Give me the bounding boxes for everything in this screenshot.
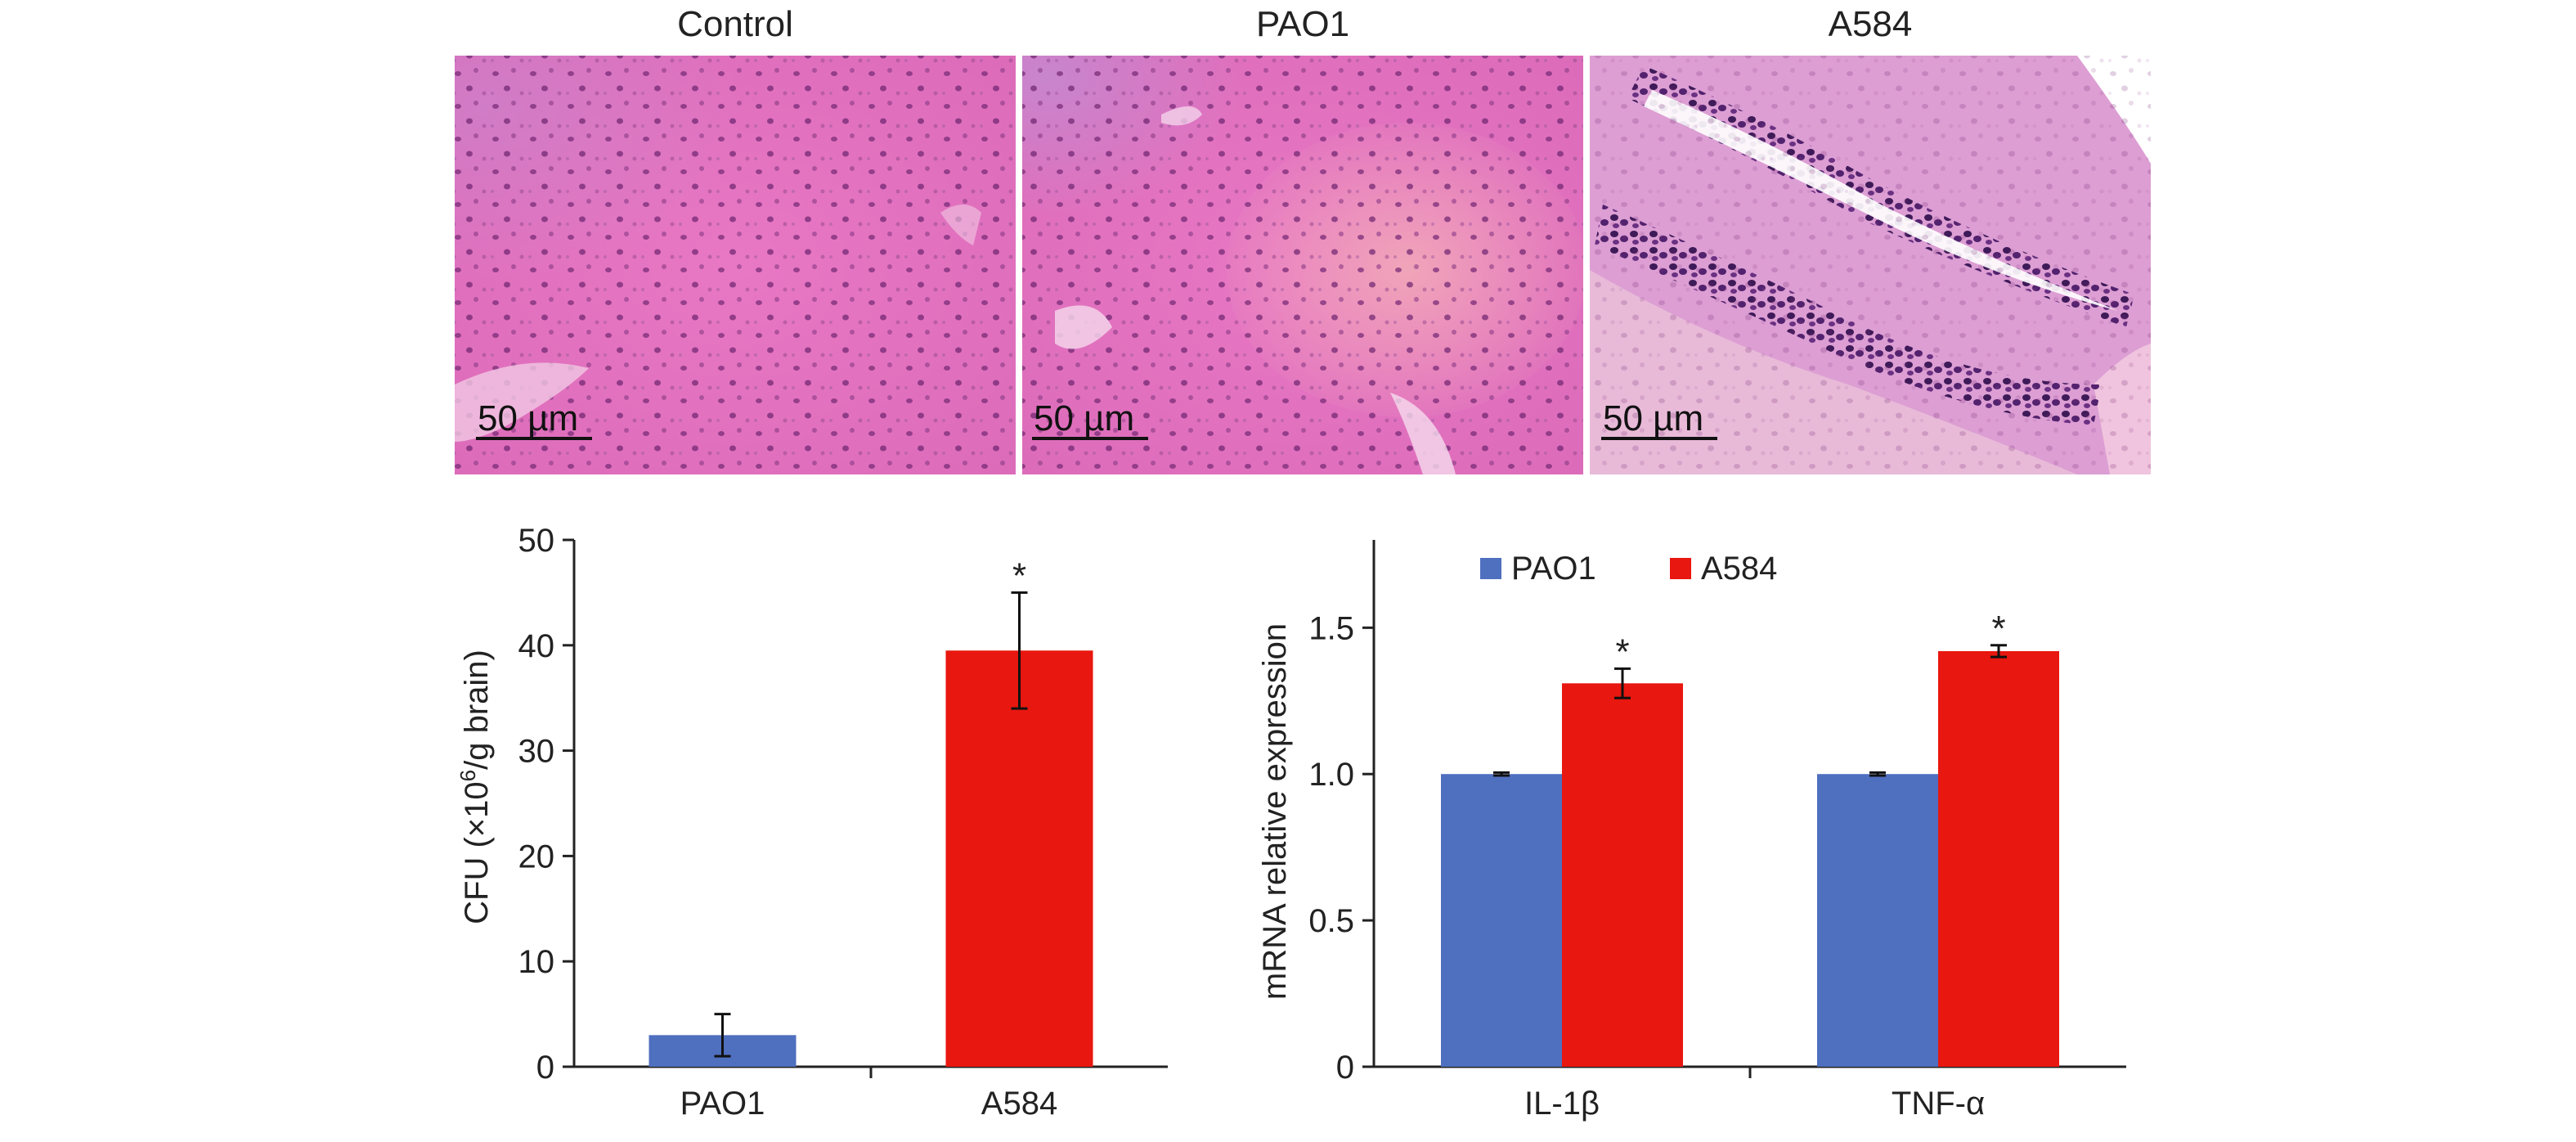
scale-bar-pao1: 50 µm	[1032, 398, 1148, 440]
micrograph-title-pao1: PAO1	[1256, 4, 1349, 44]
scale-bar-a584: 50 µm	[1601, 398, 1717, 440]
cfu-y-axis-title: CFU (×106/g brain)	[456, 650, 495, 924]
mrna-bar-a584	[1938, 650, 2059, 1067]
cfu-y-tick-label: 30	[518, 734, 555, 770]
mrna-y-tick-label: 1.0	[1308, 757, 1354, 793]
scale-label: 50 µm	[1603, 398, 1703, 438]
cfu-bar-chart: CFU (×106/g brain) 0 10 20 30 40 50 PAO1 * A584	[456, 523, 1168, 1122]
scale-bar-control: 50 µm	[476, 398, 592, 440]
micrograph-a584: A584 50 µm	[1590, 4, 2151, 474]
cfu-x-tick-label: A584	[981, 1086, 1057, 1122]
cfu-y-tick-label: 40	[518, 628, 555, 664]
cfu-y-tick-label: 50	[518, 523, 555, 559]
legend-swatch-pao1	[1480, 558, 1501, 579]
mrna-y-tick-label: 0	[1336, 1050, 1354, 1086]
legend-label-a584: A584	[1701, 551, 1777, 587]
cfu-y-tick-label: 10	[518, 944, 555, 980]
mrna-bar-chart: mRNA relative expression 0 0.5 1.0 1.5 * IL-1…	[1257, 540, 2126, 1122]
mrna-x-tick-label: IL-1β	[1524, 1086, 1600, 1122]
mrna-y-tick-label: 0.5	[1308, 903, 1354, 939]
mrna-bar-pao1	[1817, 774, 1938, 1067]
mrna-significance-star: *	[1991, 609, 2005, 649]
mrna-y-axis-title: mRNA relative expression	[1257, 623, 1293, 1000]
mrna-bar-a584	[1562, 683, 1683, 1067]
mrna-y-tick-label: 1.5	[1308, 610, 1354, 646]
cfu-significance-star: *	[1012, 555, 1026, 596]
mrna-x-tick-label: TNF-α	[1892, 1086, 1985, 1122]
cfu-x-tick-label: PAO1	[680, 1086, 765, 1122]
micrograph-title-a584: A584	[1829, 4, 1913, 44]
legend-label-pao1: PAO1	[1511, 551, 1596, 587]
cfu-y-tick-label: 20	[518, 839, 555, 874]
scale-label: 50 µm	[1034, 398, 1134, 438]
micrograph-title-control: Control	[677, 4, 793, 44]
mrna-bar-pao1	[1441, 774, 1562, 1067]
legend-swatch-a584	[1670, 558, 1691, 579]
mrna-significance-star: *	[1615, 632, 1629, 672]
micrograph-pao1: PAO1 50 µm	[1022, 4, 1583, 474]
scale-label: 50 µm	[478, 398, 578, 438]
cfu-y-tick-label: 0	[536, 1050, 554, 1086]
cfu-bar-a584	[945, 650, 1093, 1067]
micrograph-control: Control 50 µm	[455, 4, 1016, 474]
